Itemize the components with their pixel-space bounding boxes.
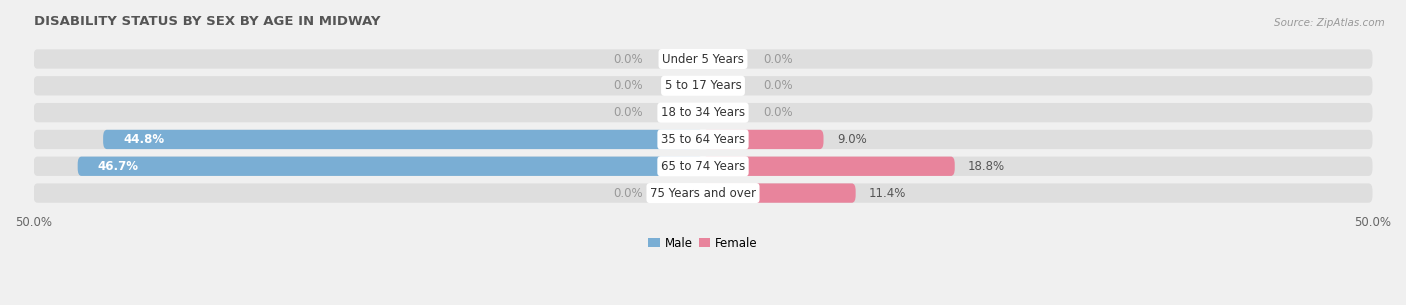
Text: 18.8%: 18.8% (969, 160, 1005, 173)
FancyBboxPatch shape (34, 76, 1372, 95)
Text: 18 to 34 Years: 18 to 34 Years (661, 106, 745, 119)
Text: 9.0%: 9.0% (837, 133, 866, 146)
Text: 0.0%: 0.0% (613, 106, 643, 119)
Text: Source: ZipAtlas.com: Source: ZipAtlas.com (1274, 18, 1385, 28)
Text: 5 to 17 Years: 5 to 17 Years (665, 79, 741, 92)
Text: 0.0%: 0.0% (763, 79, 793, 92)
FancyBboxPatch shape (703, 183, 856, 203)
Text: DISABILITY STATUS BY SEX BY AGE IN MIDWAY: DISABILITY STATUS BY SEX BY AGE IN MIDWA… (34, 15, 380, 28)
FancyBboxPatch shape (34, 183, 1372, 203)
FancyBboxPatch shape (34, 130, 1372, 149)
FancyBboxPatch shape (703, 130, 824, 149)
Text: 35 to 64 Years: 35 to 64 Years (661, 133, 745, 146)
FancyBboxPatch shape (34, 103, 1372, 122)
Text: 46.7%: 46.7% (98, 160, 139, 173)
FancyBboxPatch shape (103, 130, 703, 149)
Text: 0.0%: 0.0% (613, 79, 643, 92)
Text: 0.0%: 0.0% (613, 52, 643, 66)
Text: 11.4%: 11.4% (869, 187, 907, 199)
FancyBboxPatch shape (34, 49, 1372, 69)
Text: 0.0%: 0.0% (763, 106, 793, 119)
Text: 0.0%: 0.0% (763, 52, 793, 66)
Text: 75 Years and over: 75 Years and over (650, 187, 756, 199)
FancyBboxPatch shape (34, 156, 1372, 176)
Text: 44.8%: 44.8% (124, 133, 165, 146)
Text: Under 5 Years: Under 5 Years (662, 52, 744, 66)
Text: 0.0%: 0.0% (613, 187, 643, 199)
Legend: Male, Female: Male, Female (644, 232, 762, 254)
FancyBboxPatch shape (703, 156, 955, 176)
FancyBboxPatch shape (77, 156, 703, 176)
Text: 65 to 74 Years: 65 to 74 Years (661, 160, 745, 173)
